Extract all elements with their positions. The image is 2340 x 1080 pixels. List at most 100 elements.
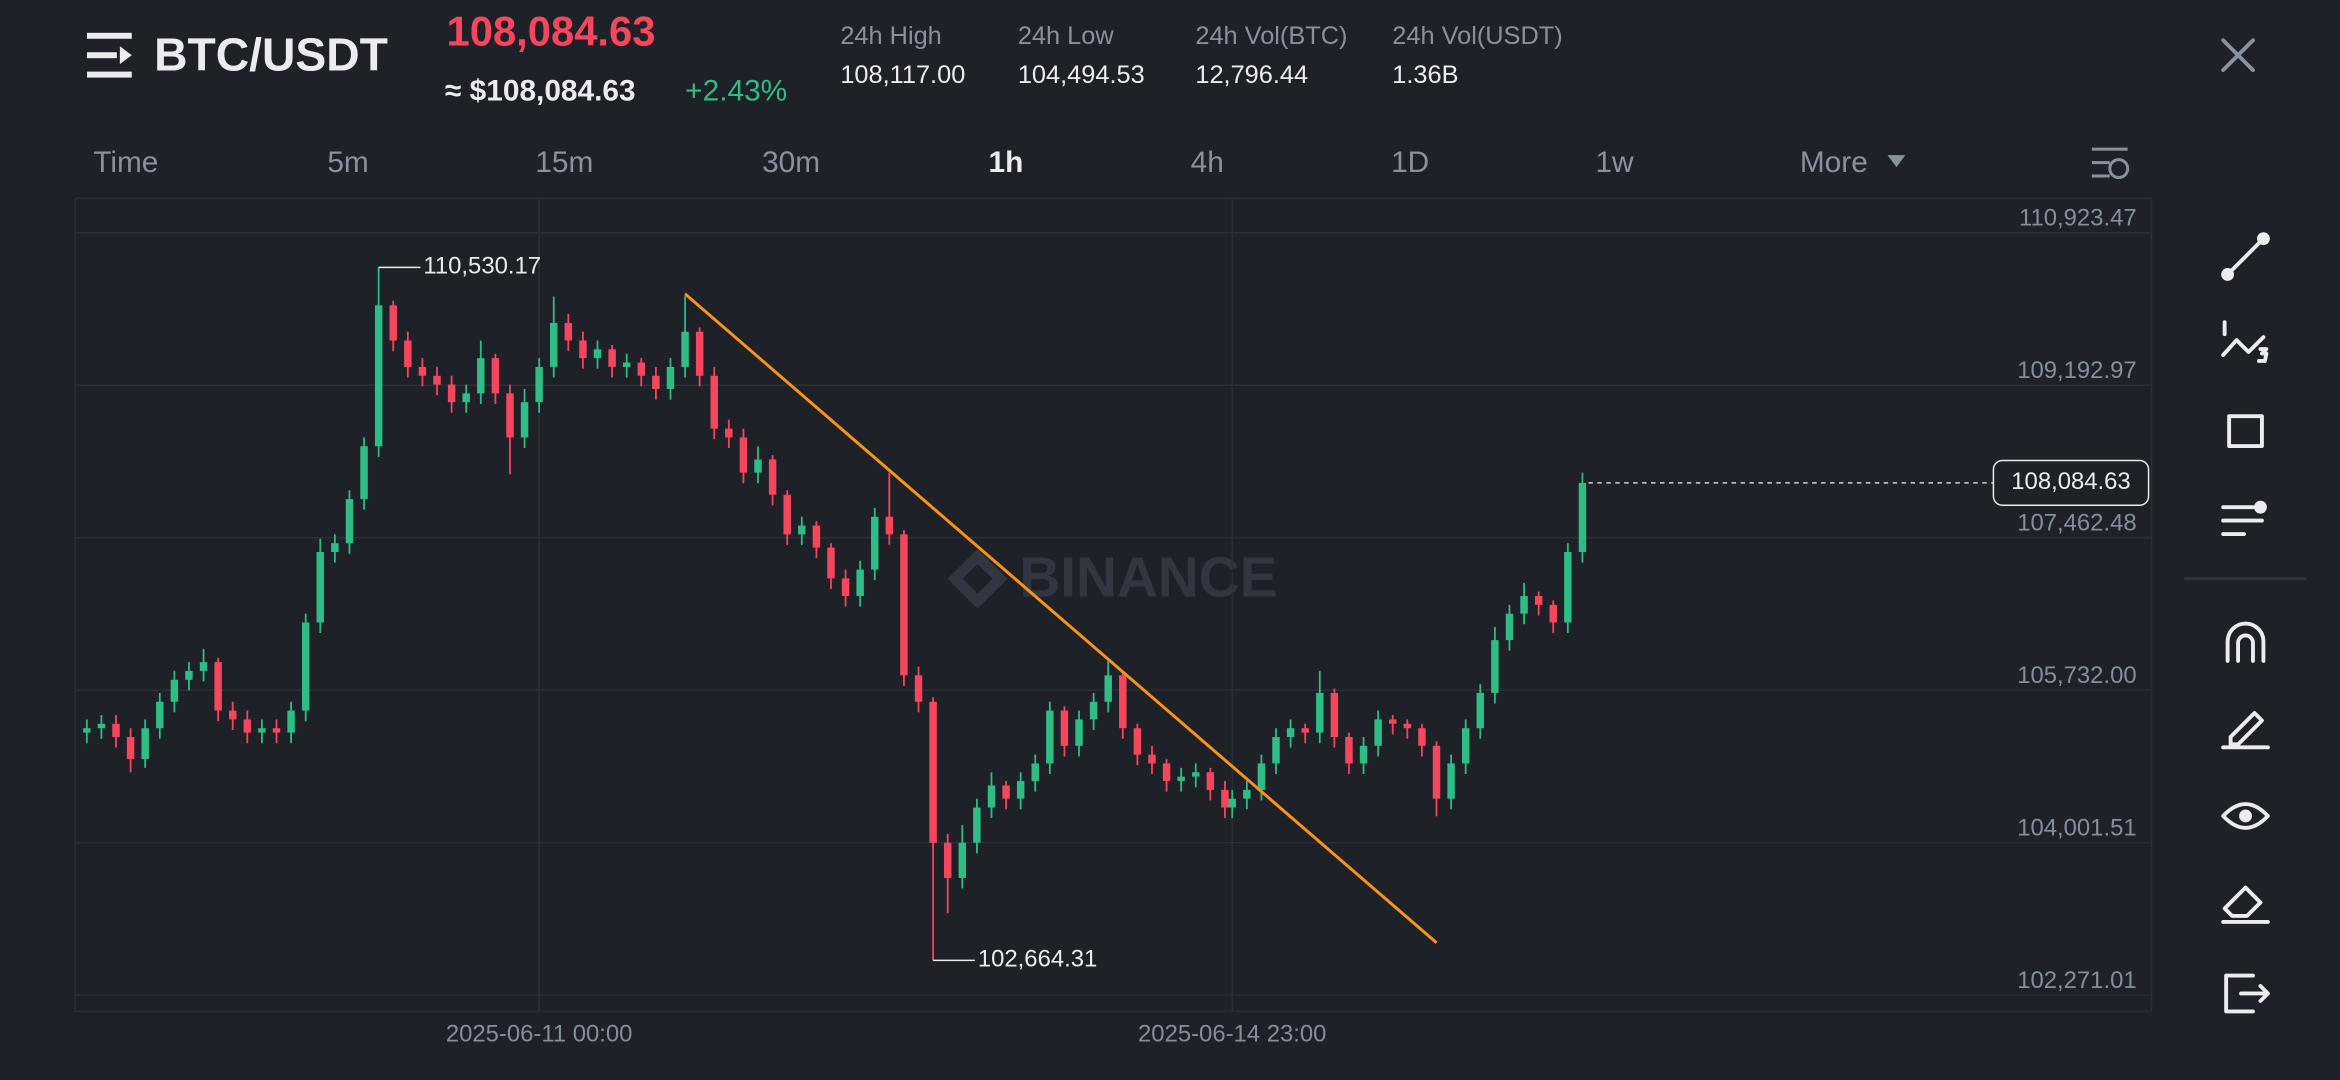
candle-body <box>535 366 543 403</box>
icon <box>2227 414 2264 448</box>
candle-body <box>1046 710 1054 764</box>
candle-body <box>1119 675 1127 729</box>
candle-body <box>1578 482 1587 552</box>
tool-shape[interactable] <box>2227 414 2264 448</box>
icon <box>2254 500 2267 514</box>
min-label: 102,664.31 <box>978 946 1097 973</box>
close-icon <box>2221 38 2255 73</box>
candle-body <box>156 701 164 729</box>
candle-body <box>360 446 368 500</box>
timeframe[interactable]: 5m <box>327 146 368 179</box>
tool-eye[interactable] <box>2221 802 2270 830</box>
last-price: 108,084.63 <box>447 7 656 54</box>
candle-body <box>958 842 967 878</box>
candle-body <box>1447 763 1455 799</box>
candle-body <box>1403 723 1412 729</box>
icon <box>2225 621 2266 663</box>
candle-body <box>433 375 441 385</box>
candle-body <box>301 622 310 711</box>
icon <box>2221 885 2270 924</box>
tool-pencil[interactable] <box>2221 711 2270 750</box>
tool-line[interactable] <box>2221 232 2270 281</box>
timeframe[interactable]: 4h <box>1191 146 1224 179</box>
candle-body <box>243 719 252 733</box>
candle-body <box>462 393 470 403</box>
candle-body <box>1286 728 1295 738</box>
stat-label: 24h Vol(BTC) <box>1195 22 1347 50</box>
candle-body <box>258 728 266 733</box>
candle-body <box>1330 692 1339 738</box>
candle-body <box>520 402 529 438</box>
candle-body <box>1133 728 1142 755</box>
candle-body <box>1002 785 1010 799</box>
candle-body <box>929 701 937 843</box>
change: +2.43% <box>685 74 787 107</box>
menu-bar <box>87 71 132 78</box>
candle-body <box>1374 719 1382 746</box>
candle-body <box>389 305 397 341</box>
candle-body <box>374 305 383 447</box>
candle-body <box>1461 728 1470 764</box>
tool-exit[interactable] <box>2224 973 2270 1014</box>
tool-fib[interactable] <box>2221 320 2269 363</box>
candle-body <box>1243 789 1251 799</box>
plot-area[interactable]: BINANCE 110,923.47 109,192.97 107,462.48 10… <box>74 197 2153 1048</box>
candle-body <box>1148 754 1156 764</box>
candle-body <box>404 340 412 367</box>
tool-eraser[interactable] <box>2221 885 2270 924</box>
candle-body <box>185 670 193 680</box>
timeframe-active[interactable]: 1h <box>989 146 1024 179</box>
candle-body <box>477 358 485 394</box>
candle-body <box>199 662 208 671</box>
candle-body <box>841 578 850 597</box>
tool-indicator[interactable] <box>2221 500 2267 536</box>
icon-lines <box>2091 147 2128 178</box>
icon <box>2239 809 2252 823</box>
candle-body <box>1031 763 1039 782</box>
candle-body <box>1089 701 1098 720</box>
y-tick-label: 105,732.00 <box>2017 662 2136 689</box>
menu-icon[interactable] <box>87 32 132 78</box>
candle-body <box>652 375 660 389</box>
dropdown-arrow <box>1887 155 1906 168</box>
trendline <box>684 292 1438 944</box>
candle-body <box>739 437 748 473</box>
candle-body <box>550 322 558 367</box>
candle-body <box>214 662 222 711</box>
last-price-label: 108,084.63 <box>2011 468 2130 495</box>
candle-body <box>1345 737 1353 764</box>
candle-body <box>126 737 135 760</box>
candle-body <box>1272 737 1280 764</box>
icon <box>2224 973 2270 1014</box>
symbol[interactable]: BTC/USDT <box>154 28 388 80</box>
timeframe[interactable]: 1w <box>1595 146 1634 179</box>
y-tick-label: 102,271.01 <box>2017 967 2136 994</box>
candle-body <box>112 723 120 738</box>
timeframe[interactable]: Time <box>93 146 158 179</box>
candle-body <box>1016 781 1025 799</box>
candle-body <box>1359 745 1368 764</box>
timeframe[interactable]: More <box>1800 146 1868 179</box>
close-button[interactable] <box>2221 38 2255 73</box>
candle-body <box>798 525 806 535</box>
candle-body <box>608 349 616 367</box>
last-price-tag <box>1992 459 2150 506</box>
candle-body <box>141 728 149 760</box>
candle-body <box>1192 772 1200 777</box>
watermark-text: BINANCE <box>1019 547 1277 610</box>
tool-magnet[interactable] <box>2225 621 2266 663</box>
candle-body <box>1476 692 1485 729</box>
settings-icon[interactable] <box>2091 147 2130 180</box>
y-tick-label: 110,923.47 <box>2019 205 2137 232</box>
x-tick-label: 2025-06-11 00:00 <box>446 1021 633 1048</box>
candle-body <box>943 842 952 878</box>
timeframe[interactable]: 30m <box>762 146 820 179</box>
timeframe[interactable]: 15m <box>535 146 593 179</box>
icon <box>2221 505 2264 536</box>
icon <box>2221 320 2269 363</box>
candle-body <box>1228 798 1236 808</box>
candle-body <box>345 499 354 544</box>
candle-body <box>622 362 631 367</box>
timeframe[interactable]: 1D <box>1391 146 1429 179</box>
